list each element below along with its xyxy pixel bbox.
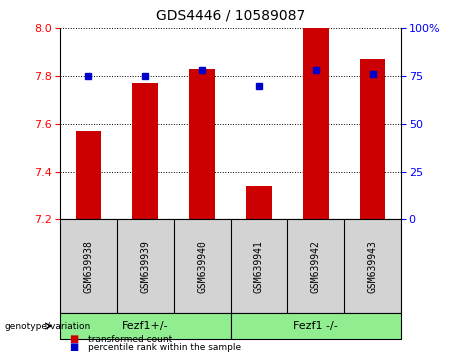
Text: GSM639939: GSM639939 <box>140 240 150 293</box>
Text: GSM639943: GSM639943 <box>367 240 378 293</box>
Text: GDS4446 / 10589087: GDS4446 / 10589087 <box>156 9 305 23</box>
Bar <box>76 131 101 219</box>
Text: transformed count: transformed count <box>88 335 172 344</box>
Text: ■: ■ <box>69 334 78 344</box>
Bar <box>60 313 230 339</box>
Bar <box>303 28 329 219</box>
Text: GSM639941: GSM639941 <box>254 240 264 293</box>
Text: GSM639940: GSM639940 <box>197 240 207 293</box>
Text: GSM639938: GSM639938 <box>83 240 94 293</box>
Text: Fezf1 -/-: Fezf1 -/- <box>293 321 338 331</box>
Bar <box>246 186 272 219</box>
Bar <box>189 69 215 219</box>
Bar <box>230 313 401 339</box>
Bar <box>132 83 158 219</box>
Text: percentile rank within the sample: percentile rank within the sample <box>88 343 241 352</box>
Text: genotype/variation: genotype/variation <box>5 321 91 331</box>
Text: ■: ■ <box>69 342 78 352</box>
Text: GSM639942: GSM639942 <box>311 240 321 293</box>
Bar <box>360 59 385 219</box>
Text: Fezf1+/-: Fezf1+/- <box>122 321 169 331</box>
